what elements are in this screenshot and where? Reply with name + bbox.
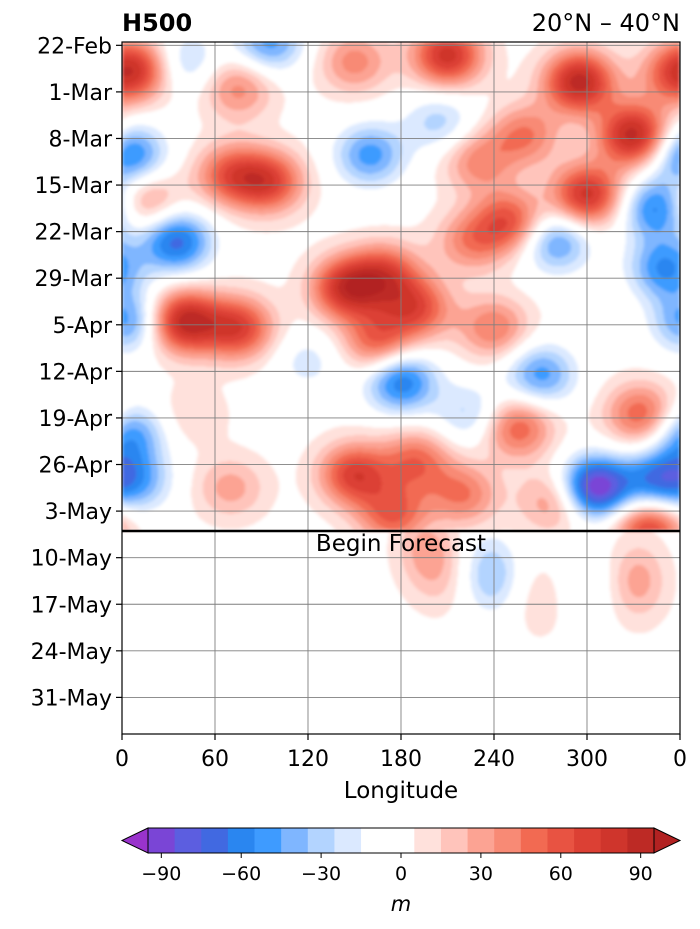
colorbar-tick-label: 30 [469, 863, 493, 885]
colorbar-tick-label: 0 [395, 863, 407, 885]
colorbar-bin [627, 828, 655, 853]
colorbar-tick-label: 90 [629, 863, 653, 885]
x-tick-label: 120 [287, 747, 329, 772]
colorbar-bin [307, 828, 336, 853]
colorbar-bin [281, 828, 309, 853]
forecast-annotation: Begin Forecast [316, 531, 486, 557]
colorbar-bin [387, 828, 415, 853]
y-axis: 22-Feb 1-Mar 8-Mar 15-Mar 22-Mar 29-Mar 5-Apr 1… [31, 34, 122, 711]
colorbar-bin [414, 828, 442, 853]
colorbar-label: m [391, 892, 411, 916]
colorbar-tick-label: −60 [221, 863, 261, 885]
colorbar-bin [520, 828, 549, 853]
plot-area: Begin Forecast [121, 41, 681, 735]
y-tick-label: 22-Mar [35, 221, 113, 246]
colorbar-bin [334, 828, 362, 853]
colorbar-bin [361, 828, 389, 853]
colorbar-tick-label: 60 [549, 863, 573, 885]
x-tick-label: 300 [566, 747, 608, 772]
y-tick-label: 22-Feb [37, 34, 112, 59]
x-tick-label: 180 [380, 747, 422, 772]
y-tick-label: 8-Mar [49, 127, 113, 152]
x-tick-label: 0 [115, 747, 129, 772]
y-tick-label: 31-May [31, 686, 112, 711]
colorbar-bin [440, 828, 469, 853]
grid-lines [122, 42, 680, 734]
x-axis-label: Longitude [344, 778, 458, 804]
colorbar-bin [467, 828, 495, 853]
colorbar-bin [600, 828, 628, 853]
colorbar-bin [254, 828, 282, 853]
colorbar-extend-high [653, 827, 682, 854]
y-tick-label: 19-Apr [38, 407, 112, 432]
y-tick-label: 1-Mar [49, 81, 113, 106]
y-tick-label: 29-Mar [35, 267, 113, 292]
y-tick-label: 5-Apr [52, 314, 112, 339]
colorbar-tick-label: −30 [301, 863, 341, 885]
y-tick-label: 15-Mar [35, 174, 113, 199]
chart-title: H500 [122, 9, 192, 37]
x-tick-label: 60 [201, 747, 229, 772]
colorbar-tick-label: −90 [141, 863, 181, 885]
y-tick-label: 10-May [31, 547, 112, 572]
y-tick-label: 12-Apr [38, 360, 112, 385]
colorbar-extend-low [120, 827, 149, 854]
y-tick-label: 26-Apr [38, 454, 112, 479]
colorbar-bin [494, 828, 522, 853]
x-tick-label: 240 [473, 747, 515, 772]
colorbar-bin [227, 828, 256, 853]
y-tick-label: 17-May [31, 593, 112, 618]
colorbar-bin [547, 828, 575, 853]
colorbar-bin [148, 828, 176, 853]
latitude-band-label: 20°N – 40°N [532, 9, 680, 37]
x-tick-label: 0 [673, 747, 687, 772]
y-tick-label: 24-May [31, 640, 112, 665]
colorbar-bin [201, 828, 229, 853]
colorbar: −90 −60 −30 0 30 60 90 [120, 827, 682, 885]
x-axis: 0 60 120 180 240 300 0 [115, 734, 687, 772]
colorbar-bin [174, 828, 202, 853]
y-tick-label: 3-May [45, 500, 112, 525]
colorbar-bin [574, 828, 602, 853]
